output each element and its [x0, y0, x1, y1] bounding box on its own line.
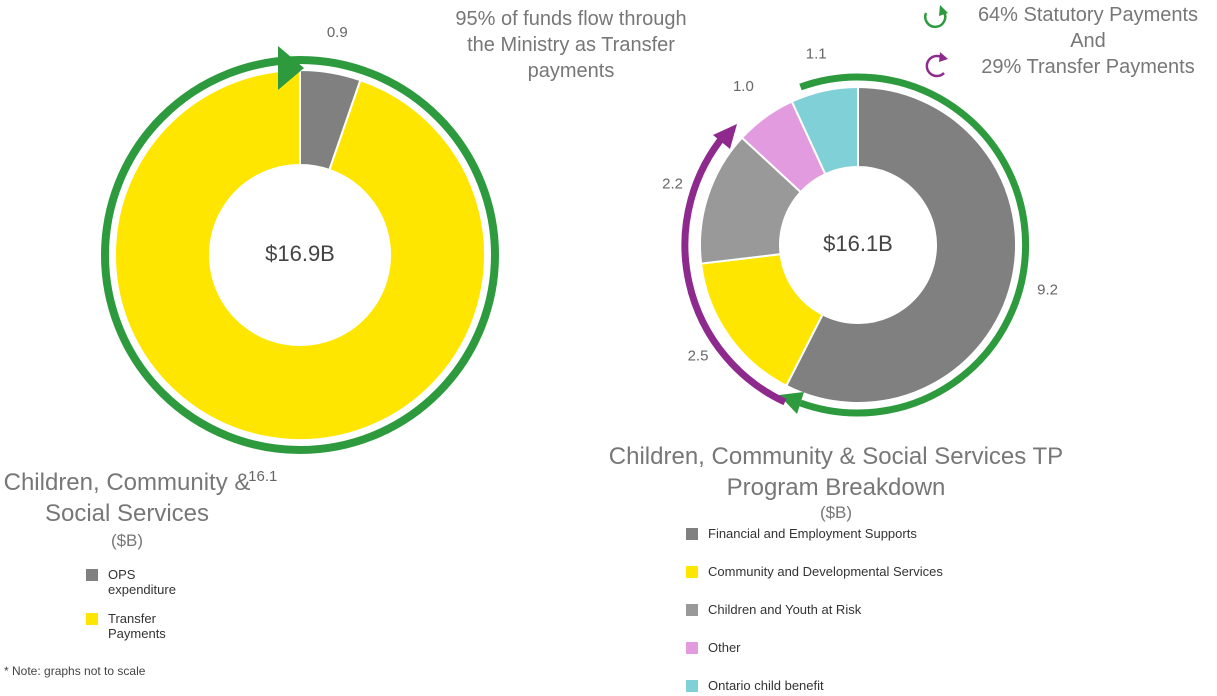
chart-subtitle: ($B) — [110, 531, 144, 550]
annotation: 95% of funds flow through the Ministry a… — [455, 8, 687, 82]
value-label: 2.5 — [688, 347, 709, 364]
icon — [924, 11, 947, 29]
donut-slice — [784, 85, 1017, 404]
note: * Note: graphs not to scale — [4, 664, 146, 678]
donut-slice — [114, 68, 486, 441]
legend-swatch — [686, 680, 698, 692]
legend-label: OPS expenditure — [108, 567, 176, 597]
arrows — [101, 5, 1030, 454]
legend-swatch — [86, 569, 98, 581]
flow-ring — [101, 56, 499, 454]
legend-label: Children and Youth at Risk — [708, 602, 862, 617]
legend-item: Financial and Employment Supports — [686, 526, 1028, 541]
value-label: 9.2 — [1037, 281, 1058, 298]
annotation: 29% Transfer Payments — [981, 56, 1195, 78]
legend-swatch — [86, 613, 98, 625]
arrow-head — [278, 46, 304, 90]
icon — [939, 5, 948, 16]
legend-item: Transfer Payments — [86, 611, 198, 641]
legend-label: Transfer Payments — [108, 611, 166, 641]
chart-title: Children, Community & Social Services — [3, 469, 251, 527]
legend-label: Financial and Employment Supports — [708, 526, 917, 541]
value-label: 1.1 — [806, 45, 827, 62]
legend-label: Ontario child benefit — [708, 678, 824, 693]
legend-label: Community and Developmental Services — [708, 564, 943, 579]
value-label: 1.0 — [733, 78, 754, 95]
legend-swatch — [686, 566, 698, 578]
icon — [925, 54, 945, 78]
statutory-arc — [799, 73, 1030, 417]
legend-item: Ontario child benefit — [686, 678, 1028, 693]
legend-swatch — [686, 528, 698, 540]
legend-item: OPS expenditure — [86, 567, 198, 597]
donut-slice — [790, 85, 859, 176]
legend-swatch — [686, 604, 698, 616]
legend-label: Other — [708, 640, 741, 655]
arrow-head — [713, 124, 737, 149]
chart-title: Children, Community & Social Services TP… — [608, 443, 1064, 501]
icon — [939, 52, 948, 62]
chart-subtitle: ($B) — [819, 503, 853, 522]
legend-item: Community and Developmental Services — [686, 564, 1028, 579]
value-label: 2.2 — [662, 176, 683, 193]
transfer-arc — [681, 131, 787, 406]
center-label: $16.9B — [265, 241, 335, 266]
value-label: 16.1 — [248, 468, 277, 485]
center-label: $16.1B — [823, 231, 893, 256]
annotation: 64% Statutory Payments And — [977, 4, 1199, 52]
arrow-head — [779, 392, 804, 414]
value-label: 0.9 — [327, 24, 348, 41]
legend-swatch — [686, 642, 698, 654]
legend-item: Children and Youth at Risk — [686, 602, 1028, 617]
legend-item: Other — [686, 640, 1028, 655]
